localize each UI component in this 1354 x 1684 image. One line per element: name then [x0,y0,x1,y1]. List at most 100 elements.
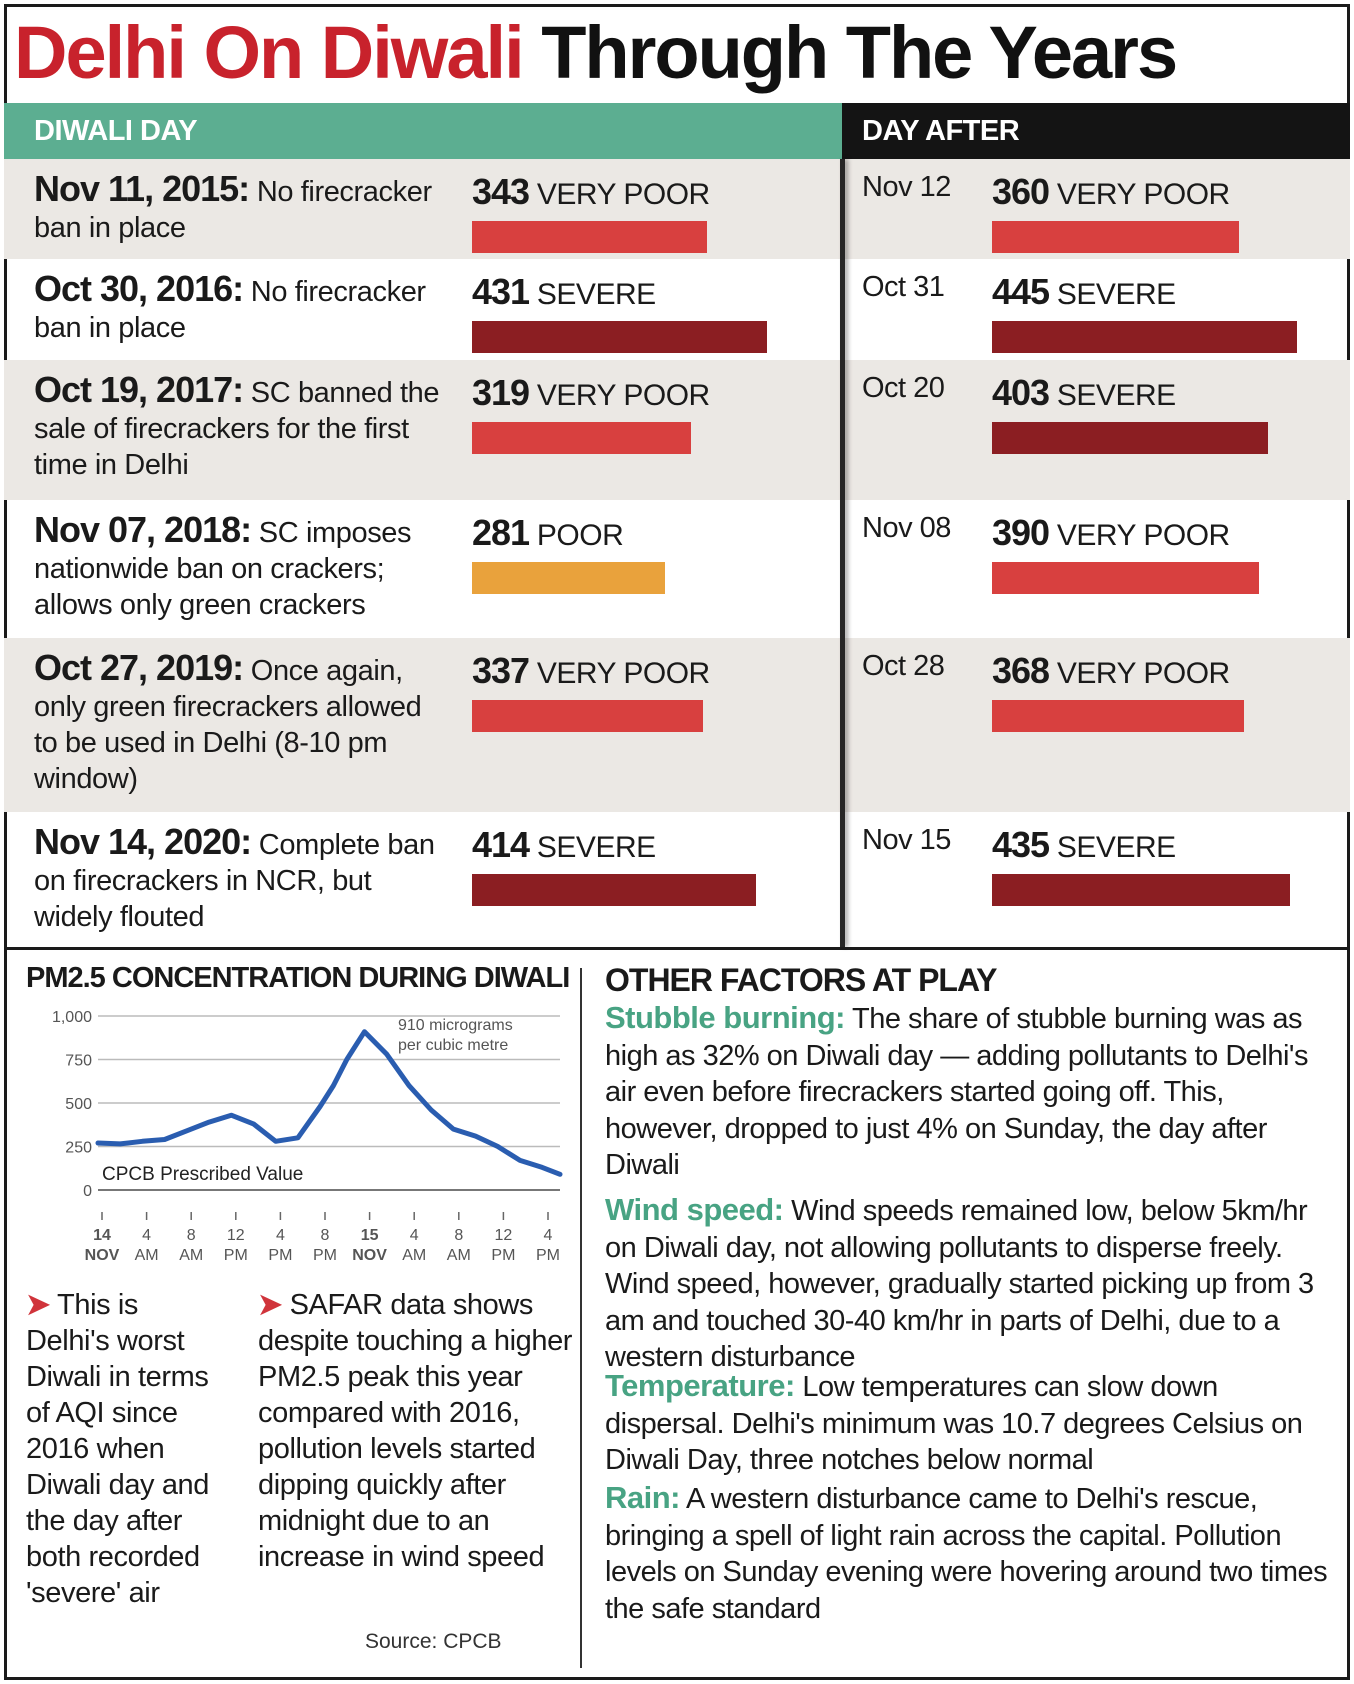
day-after-header: DAY AFTER [842,103,1350,159]
factors-heading: OTHER FACTORS AT PLAY [605,962,997,998]
x-tick-label: PM [224,1247,248,1264]
after-aqi-label: 445 SEVERE [992,271,1176,313]
x-tick-label: AM [402,1247,426,1264]
factor-item: Wind speed: Wind speeds remained low, be… [605,1192,1335,1376]
x-tick-label: 12 [495,1227,513,1244]
y-tick-label: 750 [65,1053,92,1070]
row-date: Oct 27, 2019: [34,647,244,688]
aqi-value: 343 [472,171,530,212]
aqi-category: VERY POOR [529,379,710,412]
factor-text: The share of stubble burning was as high… [605,1003,1308,1181]
factor-item: Temperature: Low temperatures can slow d… [605,1368,1335,1479]
after-date: Oct 20 [862,372,945,404]
note1-lead: This is [57,1289,139,1321]
aqi-category: VERY POOR [529,657,710,690]
after-aqi-bar [992,562,1260,594]
diwali-aqi-label: 343 VERY POOR [472,171,710,213]
aqi-value: 414 [472,824,530,865]
x-tick-label: 8 [187,1227,196,1244]
table-row: Oct 27, 2019: Once again, only green fir… [4,638,1350,812]
aqi-category: POOR [529,519,624,552]
diwali-aqi-label: 281 POOR [472,512,624,554]
row-description: Nov 14, 2020: Complete ban on firecracke… [34,824,444,935]
peak-annotation-2: per cubic metre [398,1037,508,1054]
after-aqi-bar [992,321,1298,353]
column-divider [840,159,845,947]
after-aqi-label: 360 VERY POOR [992,171,1230,213]
row-date: Oct 19, 2017: [34,369,244,410]
x-tick-label: 4 [544,1227,553,1244]
aqi-category: VERY POOR [529,178,710,211]
peak-annotation-1: 910 micrograms [398,1017,513,1034]
after-date: Oct 31 [862,271,945,303]
row-text: No firecracker ban in place [34,276,426,344]
x-tick-label: 14 [93,1227,111,1244]
after-aqi-value: 435 [992,824,1050,865]
row-text: No firecracker ban in place [34,176,432,244]
after-date: Nov 12 [862,171,951,203]
after-aqi-category: VERY POOR [1049,178,1230,211]
aqi-value: 319 [472,372,530,413]
factor-text: Wind speeds remained low, below 5km/hr o… [605,1195,1314,1373]
aqi-value: 281 [472,512,530,553]
after-aqi-bar [992,422,1269,454]
x-tick-label: 8 [321,1227,330,1244]
diwali-aqi-bar [472,422,691,454]
aqi-category: SEVERE [529,831,656,864]
x-tick-label: NOV [85,1247,120,1264]
row-date: Oct 30, 2016: [34,268,244,309]
after-aqi-value: 368 [992,650,1050,691]
after-aqi-bar [992,221,1239,253]
after-aqi-bar [992,700,1245,732]
after-aqi-category: SEVERE [1049,379,1176,412]
after-aqi-value: 403 [992,372,1050,413]
diwali-aqi-bar [472,321,768,353]
diwali-aqi-bar [472,874,756,906]
y-tick-label: 500 [65,1096,92,1113]
x-tick-label: 12 [227,1227,245,1244]
row-description: Oct 27, 2019: Once again, only green fir… [34,650,444,797]
x-tick-label: PM [268,1247,292,1264]
table-row: Nov 14, 2020: Complete ban on firecracke… [4,812,1350,947]
diwali-aqi-bar [472,221,708,253]
aqi-category: SEVERE [529,278,656,311]
vertical-separator [580,968,582,1668]
factor-item: Rain: A western disturbance came to Delh… [605,1480,1335,1627]
row-description: Oct 19, 2017: SC banned the sale of fire… [34,372,444,483]
x-tick-label: AM [179,1247,203,1264]
infographic-frame [4,4,1350,1680]
factor-text: A western disturbance came to Delhi's re… [605,1483,1328,1625]
table-row: Nov 07, 2018: SC imposes nationwide ban … [4,500,1350,638]
row-date: Nov 14, 2020: [34,821,252,862]
aqi-value: 337 [472,650,530,691]
after-aqi-label: 390 VERY POOR [992,512,1230,554]
x-tick-label: 4 [410,1227,419,1244]
section-divider [4,947,1350,950]
table-row: Nov 11, 2015: No firecracker ban in plac… [4,159,1350,259]
row-text: Once again, only green firecrackers allo… [34,655,422,795]
row-text: Complete ban on firecrackers in NCR, but… [34,829,435,933]
pm-heading: PM2.5 CONCENTRATION DURING DIWALI [26,962,570,994]
arrow-icon: ➤ [258,1289,282,1321]
x-tick-label: AM [135,1247,159,1264]
arrow-icon: ➤ [26,1289,50,1321]
title-black-part: Through The Years [541,11,1178,94]
note-worst-diwali: ➤ This is Delhi's worst Diwali in terms … [26,1287,226,1611]
table-row: Oct 30, 2016: No firecracker ban in plac… [4,259,1350,360]
factor-text: Low temperatures can slow down dispersal… [605,1371,1303,1476]
after-date: Oct 28 [862,650,945,682]
row-text: SC banned the sale of firecrackers for t… [34,377,440,481]
after-aqi-value: 445 [992,271,1050,312]
after-date: Nov 08 [862,512,951,544]
diwali-aqi-label: 319 VERY POOR [472,372,710,414]
after-aqi-label: 435 SEVERE [992,824,1176,866]
factor-item: Stubble burning: The share of stubble bu… [605,1000,1335,1184]
factor-label: Temperature: [605,1368,795,1403]
row-date: Nov 07, 2018: [34,509,252,550]
y-tick-label: 250 [65,1140,92,1157]
table-row: Oct 19, 2017: SC banned the sale of fire… [4,360,1350,500]
row-description: Nov 07, 2018: SC imposes nationwide ban … [34,512,444,623]
diwali-aqi-bar [472,562,665,594]
x-tick-label: NOV [352,1247,387,1264]
x-tick-label: AM [447,1247,471,1264]
